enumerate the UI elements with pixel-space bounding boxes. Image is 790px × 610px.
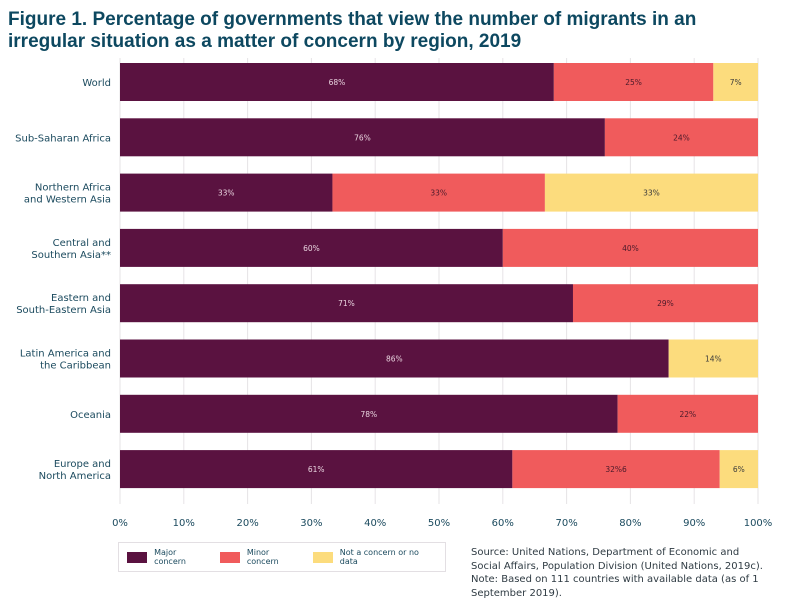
data-label: 40% bbox=[622, 244, 639, 253]
legend-swatch-major bbox=[127, 551, 148, 563]
bar-segment-major-concern bbox=[120, 284, 573, 323]
bar-segment-not-a-concern-or-no-data bbox=[668, 339, 758, 378]
note-line: Note: Based on 111 countries with availa… bbox=[471, 574, 759, 585]
category-label: Central and bbox=[53, 238, 111, 249]
data-label: 22% bbox=[679, 410, 696, 419]
x-tick-label: 20% bbox=[236, 518, 258, 529]
bar-segment-minor-concern bbox=[502, 228, 758, 267]
x-tick-label: 0% bbox=[112, 518, 128, 529]
legend-label-minor: Minor concern bbox=[246, 548, 279, 566]
data-label: 33% bbox=[430, 189, 447, 198]
bar-segment-minor-concern bbox=[572, 284, 758, 323]
category-label: World bbox=[82, 78, 111, 89]
category-label: Northern Africa bbox=[35, 183, 111, 194]
data-label: 78% bbox=[360, 410, 377, 419]
data-label: 71% bbox=[338, 299, 355, 308]
legend-item-major: Major concern bbox=[127, 548, 206, 566]
data-label: 61% bbox=[308, 465, 325, 474]
source-line: Social Affairs, Population Division (Uni… bbox=[471, 560, 763, 572]
category-label: Latin America and bbox=[20, 349, 111, 360]
x-tick-label: 40% bbox=[364, 518, 386, 529]
bar-segment-minor-concern bbox=[617, 394, 758, 433]
legend-item-none: Not a concern or no data bbox=[312, 548, 431, 566]
category-label: Europe and bbox=[54, 459, 111, 470]
source-note: Source: United Nations, Department of Ec… bbox=[471, 546, 781, 600]
bar-segment-major-concern bbox=[120, 228, 503, 267]
category-label: Eastern and bbox=[51, 293, 111, 304]
bar-segment-major-concern bbox=[120, 450, 513, 489]
note-line: September 2019). bbox=[471, 587, 562, 599]
data-label: 76% bbox=[354, 133, 371, 142]
category-label: South-Eastern Asia bbox=[16, 305, 111, 316]
data-label: 7% bbox=[730, 78, 742, 87]
data-label: 14% bbox=[705, 355, 722, 364]
bar-segment-major-concern bbox=[120, 118, 605, 157]
bar-segment-major-concern bbox=[120, 63, 554, 101]
bar-segment-not-a-concern-or-no-data bbox=[719, 450, 758, 489]
data-label: 86% bbox=[386, 355, 403, 364]
data-label: 68% bbox=[329, 78, 346, 87]
bar-segment-major-concern bbox=[120, 339, 669, 378]
x-tick-label: 90% bbox=[683, 518, 705, 529]
data-label: 6% bbox=[733, 465, 745, 474]
x-tick-label: 50% bbox=[428, 518, 450, 529]
legend-label-major: Major concern bbox=[154, 548, 186, 566]
category-label: and Western Asia bbox=[24, 195, 111, 206]
chart-title: Figure 1. Percentage of governments that… bbox=[8, 9, 697, 52]
legend-label-none: Not a concern or no data bbox=[339, 548, 419, 566]
data-label: 25% bbox=[625, 78, 642, 87]
source-line: Source: United Nations, Department of Ec… bbox=[471, 547, 740, 558]
data-label: 29% bbox=[657, 299, 674, 308]
x-tick-label: 100% bbox=[744, 518, 773, 529]
category-label: Sub-Saharan Africa bbox=[15, 133, 111, 144]
bar-segment-minor-concern bbox=[553, 63, 714, 101]
x-tick-label: 10% bbox=[173, 518, 195, 529]
category-label: Southern Asia** bbox=[31, 250, 111, 261]
data-label: 33% bbox=[643, 189, 660, 198]
x-tick-label: 60% bbox=[492, 518, 514, 529]
x-tick-label: 80% bbox=[619, 518, 641, 529]
legend-item-minor: Minor concern bbox=[219, 548, 299, 566]
x-tick-label: 30% bbox=[300, 518, 322, 529]
legend-swatch-none bbox=[312, 551, 333, 563]
data-label: 32%6 bbox=[605, 465, 627, 474]
bar-segment-major-concern bbox=[120, 173, 333, 212]
bar-segment-minor-concern bbox=[512, 450, 720, 489]
legend-swatch-minor bbox=[219, 551, 240, 563]
category-label: North America bbox=[39, 471, 111, 482]
data-label: 24% bbox=[673, 133, 690, 142]
bar-segment-not-a-concern-or-no-data bbox=[544, 173, 758, 212]
bar-segment-minor-concern bbox=[604, 118, 758, 157]
legend: Major concern Minor concern Not a concer… bbox=[118, 542, 446, 572]
data-label: 60% bbox=[303, 244, 320, 253]
bar-chart: 0% 10% 20% 30% 40% 50% 60% 70% 80% 90% 100% 68% 25% 7… bbox=[15, 58, 773, 529]
data-label: 33% bbox=[218, 189, 235, 198]
category-label: the Caribbean bbox=[40, 361, 111, 372]
bar-segment-minor-concern bbox=[332, 173, 545, 212]
x-tick-label: 70% bbox=[555, 518, 577, 529]
bar-segment-not-a-concern-or-no-data bbox=[713, 63, 758, 101]
category-label: Oceania bbox=[70, 410, 111, 421]
bar-segment-major-concern bbox=[120, 394, 618, 433]
